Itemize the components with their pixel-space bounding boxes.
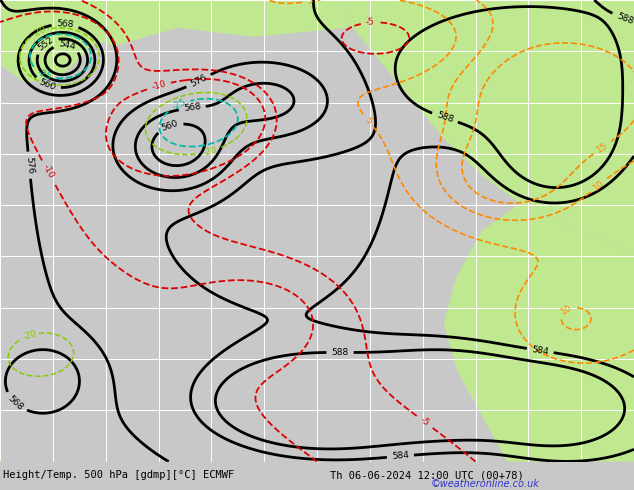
Text: 584: 584 (531, 345, 550, 356)
Text: 5: 5 (363, 115, 373, 125)
Text: 10: 10 (560, 303, 574, 317)
Text: 584: 584 (392, 451, 410, 462)
Text: -20: -20 (31, 24, 48, 39)
Text: 568: 568 (56, 20, 74, 30)
Text: -10: -10 (151, 79, 167, 92)
Text: 560: 560 (38, 77, 57, 92)
Polygon shape (82, 0, 349, 46)
Text: -25: -25 (171, 98, 188, 112)
Polygon shape (0, 0, 101, 83)
Text: -5: -5 (418, 416, 430, 428)
Text: Height/Temp. 500 hPa [gdmp][°C] ECMWF: Height/Temp. 500 hPa [gdmp][°C] ECMWF (3, 470, 235, 480)
Text: 568: 568 (183, 102, 202, 114)
Text: -20: -20 (22, 329, 39, 342)
Text: 576: 576 (189, 73, 209, 89)
Text: 568: 568 (6, 394, 25, 412)
Text: 588: 588 (436, 111, 455, 125)
Text: 552: 552 (37, 35, 56, 52)
Text: 588: 588 (332, 348, 349, 357)
Text: 588: 588 (616, 11, 634, 26)
Text: Th 06-06-2024 12:00 UTC (00+78): Th 06-06-2024 12:00 UTC (00+78) (330, 470, 524, 480)
Polygon shape (349, 0, 634, 254)
Text: -20: -20 (202, 145, 218, 158)
Polygon shape (444, 203, 634, 462)
Text: 5: 5 (306, 0, 313, 6)
Text: 544: 544 (58, 40, 76, 52)
Text: ©weatheronline.co.uk: ©weatheronline.co.uk (431, 479, 540, 489)
Text: -10: -10 (41, 163, 55, 180)
Text: 10: 10 (592, 178, 606, 193)
Text: 560: 560 (160, 119, 179, 133)
Text: -25: -25 (36, 68, 53, 82)
Text: 576: 576 (24, 156, 34, 174)
Text: -5: -5 (365, 18, 375, 27)
Text: 15: 15 (595, 141, 609, 155)
